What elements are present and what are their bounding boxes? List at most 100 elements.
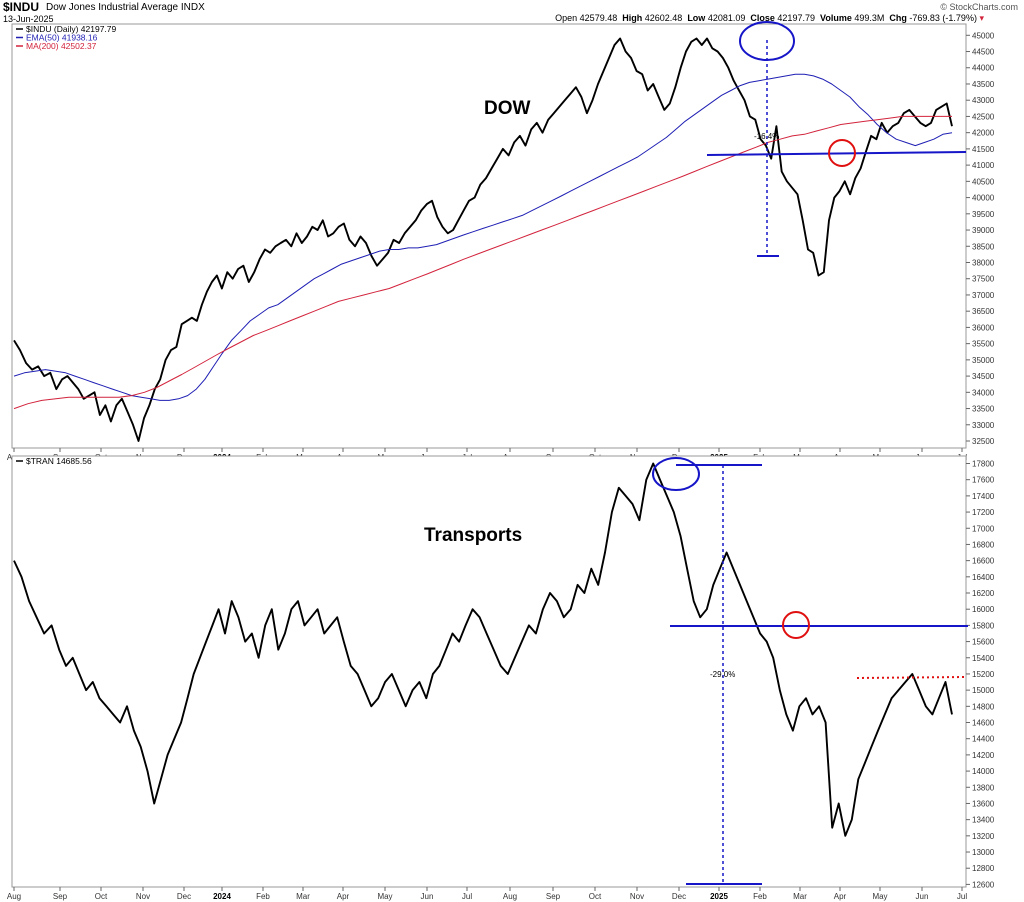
x-tick-label: Apr (834, 892, 847, 901)
y-tick-label: 34500 (972, 372, 995, 381)
x-tick-label: Feb (753, 892, 767, 901)
y-tick-label: 41000 (972, 161, 995, 170)
legend-entry: $TRAN 14685.56 (26, 456, 92, 466)
x-tick-label: Aug (503, 892, 517, 901)
y-tick-label: 42500 (972, 112, 995, 121)
y-tick-label: 37500 (972, 275, 995, 284)
y-tick-label: 34000 (972, 388, 995, 397)
y-tick-label: 17200 (972, 508, 995, 517)
y-tick-label: 16800 (972, 540, 995, 549)
y-tick-label: 17800 (972, 460, 995, 469)
x-tick-label: Oct (95, 892, 108, 901)
y-tick-label: 43000 (972, 96, 995, 105)
index-name: Dow Jones Industrial Average INDX (46, 2, 205, 13)
y-tick-label: 39500 (972, 210, 995, 219)
y-tick-label: 44500 (972, 48, 995, 57)
y-tick-label: 17000 (972, 524, 995, 533)
dow-indu-line (13, 37, 953, 442)
y-tick-label: 38000 (972, 258, 995, 267)
y-tick-label: 36500 (972, 307, 995, 316)
y-tick-label: 35500 (972, 340, 995, 349)
y-tick-label: 15000 (972, 686, 995, 695)
x-tick-label: Sep (53, 892, 68, 901)
high-value: 42602.48 (644, 13, 683, 23)
down-arrow-icon: ▾ (979, 13, 984, 23)
chg-label: Chg (889, 13, 907, 23)
x-tick-label: Mar (296, 892, 310, 901)
x-tick-label: Jun (421, 892, 434, 901)
transports-drawdown-label: -29.0% (710, 670, 735, 679)
y-tick-label: 36000 (972, 323, 995, 332)
y-tick-label: 32500 (972, 437, 995, 446)
x-tick-label: Dec (672, 892, 686, 901)
y-tick-label: 12600 (972, 880, 995, 889)
dow-annotation: DOW (484, 98, 531, 119)
x-tick-label: Apr (337, 892, 350, 901)
chg-value: -769.83 (-1.79%) (909, 13, 977, 23)
low-label: Low (687, 13, 706, 23)
y-tick-label: 13200 (972, 832, 995, 841)
transports-peak-circle (652, 457, 700, 491)
y-tick-label: 13600 (972, 799, 995, 808)
dow-drawdown-label: -16.4% (754, 132, 779, 141)
y-tick-label: 38500 (972, 242, 995, 251)
transports-annotation: Transports (424, 525, 522, 546)
y-tick-label: 14600 (972, 719, 995, 728)
open-value: 42579.48 (579, 13, 618, 23)
x-tick-label: Nov (630, 892, 644, 901)
y-tick-label: 40000 (972, 194, 995, 203)
dow-support-line (706, 151, 967, 156)
y-tick-label: 15400 (972, 654, 995, 663)
y-tick-label: 16000 (972, 605, 995, 614)
x-tick-label: Mar (793, 892, 807, 901)
high-label: High (622, 13, 643, 23)
x-tick-label: Jul (957, 892, 967, 901)
y-tick-label: 39000 (972, 226, 995, 235)
y-tick-label: 15600 (972, 638, 995, 647)
transports-resistance-line (856, 676, 966, 679)
y-tick-label: 33500 (972, 405, 995, 414)
y-tick-label: 15800 (972, 621, 995, 630)
x-tick-label: 2024 (213, 892, 231, 901)
y-tick-label: 16200 (972, 589, 995, 598)
y-tick-label: 16400 (972, 573, 995, 582)
legend-entry: $INDU (Daily) 42197.79 (26, 24, 117, 34)
close-label: Close (750, 13, 775, 23)
ohlc-bar: Open 42579.48 High 42602.48 Low 42081.09… (555, 13, 984, 24)
y-tick-label: 15200 (972, 670, 995, 679)
y-tick-label: 17600 (972, 476, 995, 485)
dow-ma-200-line (13, 115, 952, 410)
y-tick-label: 13800 (972, 783, 995, 792)
transports-plot-frame (11, 455, 967, 888)
y-tick-label: 14400 (972, 735, 995, 744)
source-credit: © StockCharts.com (940, 2, 1018, 12)
transports-tran-line (13, 462, 953, 837)
y-tick-label: 40500 (972, 177, 995, 186)
y-tick-label: 16600 (972, 557, 995, 566)
low-value: 42081.09 (707, 13, 746, 23)
close-value: 42197.79 (777, 13, 815, 23)
y-tick-label: 43500 (972, 80, 995, 89)
symbol: $INDU (3, 0, 40, 14)
volume-label: Volume (819, 13, 852, 23)
dow-break-circle (828, 139, 856, 167)
x-tick-label: Feb (256, 892, 270, 901)
y-tick-label: 14800 (972, 702, 995, 711)
y-tick-label: 13400 (972, 816, 995, 825)
transports-break-circle (782, 611, 810, 639)
y-tick-label: 42000 (972, 129, 995, 138)
legend-entry: EMA(50) 41938.16 (26, 33, 98, 43)
y-tick-label: 35000 (972, 356, 995, 365)
x-tick-label: Nov (136, 892, 150, 901)
x-tick-label: Oct (589, 892, 602, 901)
x-tick-label: May (872, 892, 887, 901)
y-tick-label: 41500 (972, 145, 995, 154)
dow-ema-50-line (13, 73, 953, 401)
y-tick-label: 13000 (972, 848, 995, 857)
y-tick-label: 17400 (972, 492, 995, 501)
y-tick-label: 33000 (972, 421, 995, 430)
y-tick-label: 37000 (972, 291, 995, 300)
y-tick-label: 44000 (972, 64, 995, 73)
x-tick-label: Jun (916, 892, 929, 901)
